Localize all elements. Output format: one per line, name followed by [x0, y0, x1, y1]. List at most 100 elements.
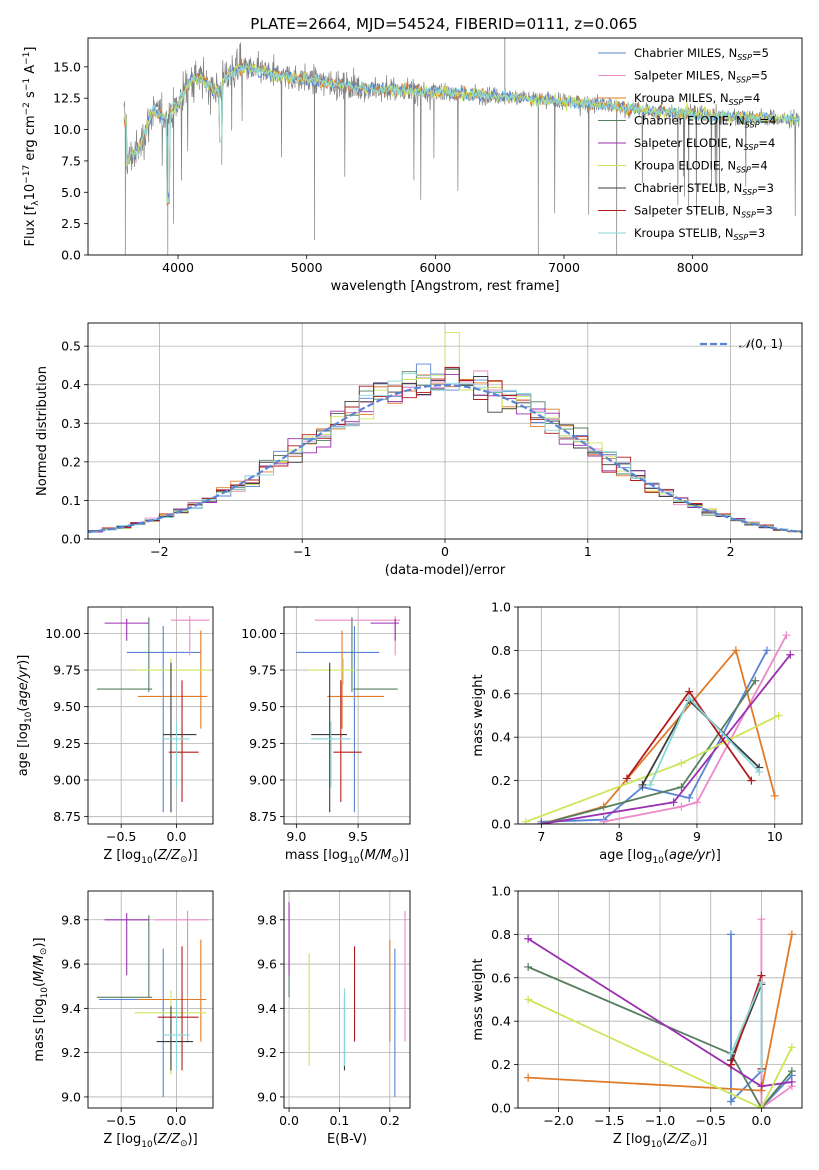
y-tick-label: 0.6 — [491, 686, 511, 701]
y-tick-label: 9.50 — [53, 699, 81, 714]
label-part: mass weight — [471, 958, 486, 1040]
x-tick-label: 9.0 — [286, 829, 306, 844]
panel-residuals: −2 −1 0 1 2 0.0 0.1 0.2 0.3 0.4 0.5 (data-model)/er… — [35, 322, 803, 578]
label-part: SSP — [734, 233, 749, 242]
label-part: =4 — [760, 114, 777, 128]
y-tick-label: 0.3 — [61, 416, 81, 431]
label-part: A — [23, 65, 38, 78]
label-part: Kroupa ELODIE, N — [634, 159, 736, 173]
label-part: 10 — [40, 987, 50, 999]
y-tick-label: 0.1 — [61, 493, 81, 508]
x-tick-label: 7000 — [548, 260, 580, 275]
mass-weight-marker — [782, 631, 791, 640]
x-tick-label: 0.2 — [380, 1113, 400, 1128]
label-part: Chabrier STELIB, N — [634, 181, 742, 195]
y-tick-label: 8.75 — [249, 809, 277, 824]
gaussian-curve — [88, 383, 802, 534]
plot-area-mass_vs_Z — [96, 910, 208, 1097]
mass-weight-marker — [787, 1043, 796, 1052]
y-tick-label: 9.2 — [61, 1045, 81, 1060]
x-tick-label: −1 — [293, 544, 311, 559]
axes-frame — [283, 890, 411, 1109]
label-part: )] — [32, 937, 47, 947]
x-tick-label: 7 — [537, 829, 545, 844]
label-part: SSP — [737, 53, 752, 62]
mass-weight-marker — [669, 798, 678, 807]
y-tick-label: 9.6 — [257, 957, 277, 972]
mass-weight-marker — [677, 759, 686, 768]
plot-area-weight_vs_age — [521, 631, 795, 824]
label-part: ⊙ — [39, 948, 49, 956]
x-tick-label: 0.1 — [329, 1113, 349, 1128]
label-part: mass [log — [32, 998, 47, 1061]
label-part: ] — [23, 47, 38, 52]
y-tick-label: 9.0 — [257, 1089, 277, 1104]
label-part: 10 — [24, 711, 34, 723]
label-part: 10 — [23, 184, 38, 201]
label-part: )] — [399, 848, 409, 863]
y-tick-label: 9.4 — [61, 1001, 81, 1016]
mass-weight-marker — [622, 774, 631, 783]
label-part: SSP — [742, 188, 757, 197]
label-part: −1 — [22, 52, 32, 65]
y-tick-label: 0.2 — [491, 773, 511, 788]
label-part: Salpeter STELIB, N — [634, 204, 741, 218]
mass-weight-marker — [770, 791, 779, 800]
y-tick-label: 9.50 — [249, 699, 277, 714]
y-tick-label: 5.0 — [61, 185, 81, 200]
axes-frame — [87, 890, 214, 1109]
y-tick-label: 12.5 — [53, 91, 81, 106]
x-tick-label: 10 — [767, 829, 783, 844]
mass-weight-marker — [524, 934, 533, 943]
label-part: age/yr — [16, 663, 31, 706]
label-part: ⊙ — [180, 855, 188, 865]
y-tick-label: 0.0 — [491, 817, 511, 832]
mass-weight-line — [541, 654, 792, 824]
spectrum-model-line — [123, 62, 800, 203]
y-axis-label: mass weight — [471, 958, 486, 1040]
label-part: ⊙ — [180, 1139, 188, 1149]
axes-frame — [283, 606, 411, 825]
legend-label: Salpeter MILES, NSSP=5 — [634, 69, 768, 85]
label-part: SSP — [736, 166, 751, 175]
y-tick-label: 0.5 — [61, 339, 81, 354]
label-part: age [log — [599, 848, 652, 863]
y-axis-label: Flux [fλ10−17 erg cm−2 s−1 A−1] — [22, 47, 41, 247]
mass-weight-marker — [727, 930, 735, 939]
label-part: 10 — [651, 1140, 663, 1150]
x-tick-label: 9.5 — [348, 829, 368, 844]
label-part: 𝒩 — [739, 337, 754, 351]
x-tick-label: 1 — [584, 544, 592, 559]
label-part: erg cm — [23, 115, 38, 164]
label-part: Z/Z — [666, 1132, 690, 1147]
legend-label: Salpeter ELODIE, NSSP=4 — [634, 136, 775, 152]
y-tick-label: 0.6 — [491, 970, 511, 985]
legend-label: 𝒩(0, 1) — [739, 337, 783, 351]
x-tick-label: −1.0 — [645, 1113, 675, 1128]
legend-label: Salpeter STELIB, NSSP=3 — [634, 204, 773, 220]
y-tick-label: 8.75 — [53, 809, 81, 824]
mass-weight-marker — [787, 930, 796, 939]
mass-weight-marker — [685, 793, 694, 802]
label-part: SSP — [745, 121, 760, 130]
mass-weight-marker — [762, 646, 771, 655]
label-part: 10 — [348, 856, 360, 866]
mass-weight-marker — [692, 798, 701, 807]
label-part: Z/Z — [157, 1132, 181, 1147]
label-part: =4 — [758, 136, 775, 150]
x-tick-label: 8000 — [677, 260, 709, 275]
label-part: Chabrier MILES, N — [634, 46, 737, 60]
plot-area-age_vs_Z — [96, 615, 210, 813]
plot-area-weight_vs_Z — [524, 915, 796, 1108]
x-tick-label: −2.0 — [543, 1113, 573, 1128]
mass-weight-marker — [747, 776, 756, 785]
figure-title: PLATE=2664, MJD=54524, FIBERID=0111, z=0… — [250, 15, 637, 33]
label-part: ( — [360, 848, 365, 863]
label-part: Kroupa MILES, N — [634, 91, 729, 105]
label-part: =3 — [757, 181, 774, 195]
x-tick-label: 0.0 — [751, 1113, 771, 1128]
mass-weight-marker — [537, 820, 546, 824]
